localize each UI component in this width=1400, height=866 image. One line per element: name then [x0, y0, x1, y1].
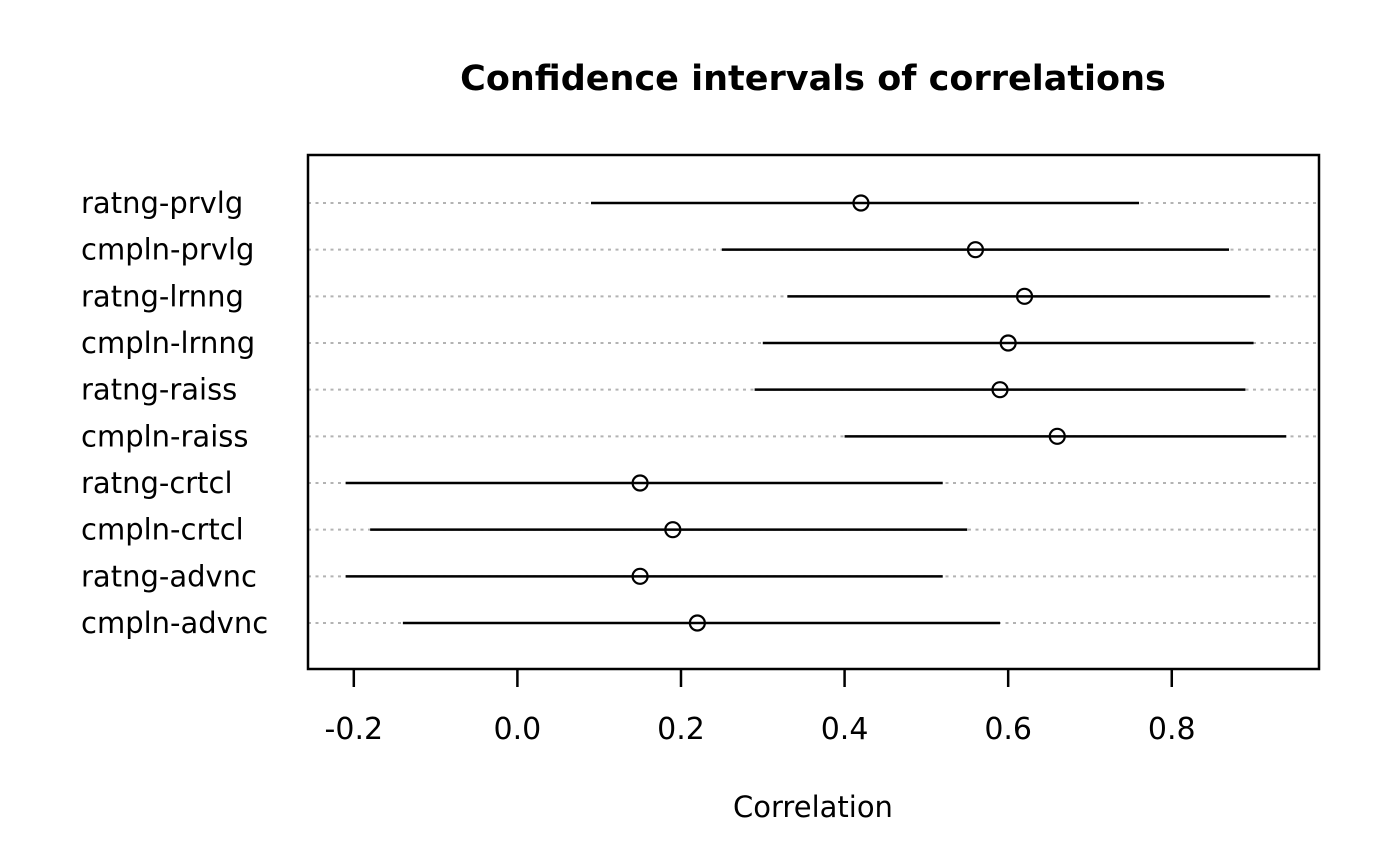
y-category-label: cmpln-lrnng — [81, 326, 255, 360]
y-category-label: ratng-crtcl — [81, 466, 233, 500]
y-category-label: cmpln-crtcl — [81, 513, 244, 547]
x-tick-label: 0.6 — [984, 712, 1032, 747]
estimate-point-marker — [1048, 427, 1066, 445]
estimate-point-marker — [999, 334, 1017, 352]
estimate-point-marker — [688, 614, 706, 632]
x-tick-label: 0.2 — [657, 712, 705, 747]
axes-layer — [306, 153, 1321, 687]
axis-labels-layer: -0.2 0.0 0.2 0.4 0.6 0.8 ratng-prvlg cmpln-prvl… — [81, 186, 1196, 747]
estimate-point-marker — [966, 241, 985, 259]
estimate-point-marker — [631, 567, 649, 585]
x-tick-label: 0.8 — [1148, 712, 1196, 747]
estimate-point-marker — [631, 474, 649, 492]
y-category-label: ratng-prvlg — [81, 186, 243, 220]
estimate-point-marker — [1015, 287, 1034, 305]
estimate-point-marker — [852, 194, 870, 212]
y-category-label: cmpln-prvlg — [81, 233, 254, 267]
x-tick-label: 0.4 — [821, 712, 869, 747]
y-category-label: ratng-advnc — [81, 559, 257, 593]
y-category-label: ratng-lrnng — [81, 279, 244, 313]
data-series-layer — [345, 194, 1287, 632]
gridlines-layer — [308, 202, 1319, 624]
x-axis-title: Correlation — [733, 790, 893, 824]
chart-title: Confidence intervals of correlations — [460, 59, 1166, 99]
x-tick-label: -0.2 — [325, 712, 384, 747]
y-category-label: cmpln-advnc — [81, 606, 268, 640]
y-category-label: cmpln-raiss — [81, 419, 248, 453]
x-tick-label: 0.0 — [494, 712, 542, 747]
estimate-point-marker — [664, 521, 682, 539]
estimate-point-marker — [991, 381, 1009, 399]
plot-box — [306, 153, 1321, 671]
y-category-label: ratng-raiss — [81, 373, 237, 407]
